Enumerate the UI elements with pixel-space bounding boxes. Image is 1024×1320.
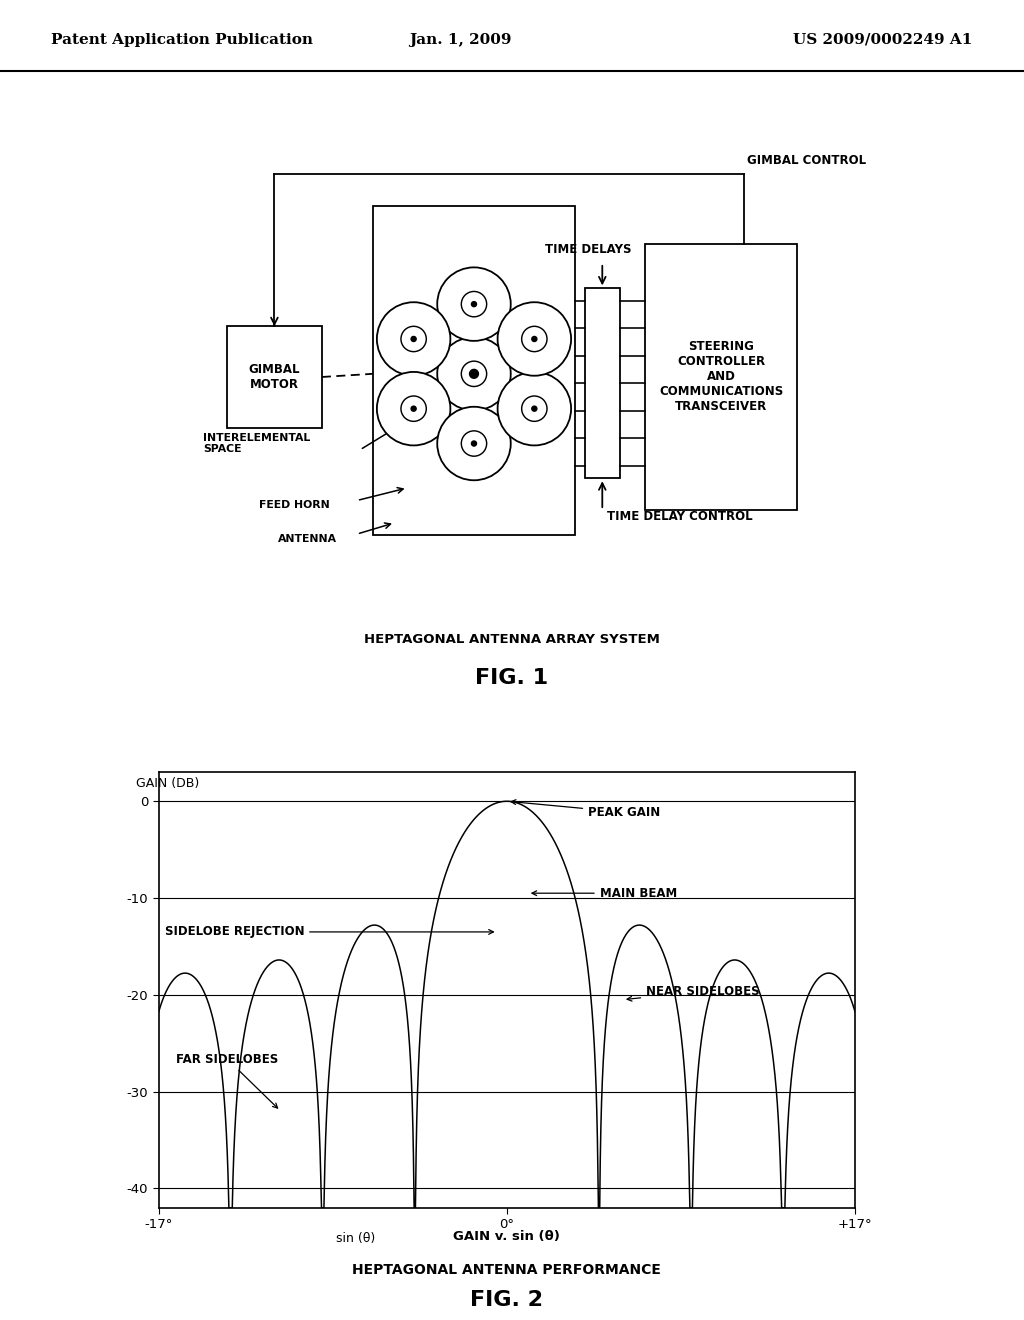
Text: PEAK GAIN: PEAK GAIN xyxy=(511,800,660,818)
Text: GIMBAL CONTROL: GIMBAL CONTROL xyxy=(748,153,866,166)
Circle shape xyxy=(377,302,451,376)
Text: FIG. 1: FIG. 1 xyxy=(475,668,549,688)
Text: NEAR SIDELOBES: NEAR SIDELOBES xyxy=(627,985,760,1001)
Text: Patent Application Publication: Patent Application Publication xyxy=(51,33,313,48)
Circle shape xyxy=(437,407,511,480)
Text: GAIN (DB): GAIN (DB) xyxy=(135,776,199,789)
Circle shape xyxy=(411,337,416,342)
Circle shape xyxy=(498,302,571,376)
Circle shape xyxy=(401,396,426,421)
Text: FAR SIDELOBES: FAR SIDELOBES xyxy=(176,1052,279,1107)
Text: TIME DELAY CONTROL: TIME DELAY CONTROL xyxy=(607,510,753,523)
Circle shape xyxy=(437,337,511,411)
Text: HEPTAGONAL ANTENNA ARRAY SYSTEM: HEPTAGONAL ANTENNA ARRAY SYSTEM xyxy=(365,634,659,647)
Text: MAIN BEAM: MAIN BEAM xyxy=(531,887,677,900)
Text: GAIN v. sin (θ): GAIN v. sin (θ) xyxy=(454,1230,560,1243)
Text: FIG. 2: FIG. 2 xyxy=(470,1290,544,1311)
Circle shape xyxy=(471,441,476,446)
Bar xyxy=(373,206,575,536)
Text: Jan. 1, 2009: Jan. 1, 2009 xyxy=(410,33,512,48)
Circle shape xyxy=(461,362,486,387)
Circle shape xyxy=(461,430,486,457)
Circle shape xyxy=(521,326,547,351)
Circle shape xyxy=(521,396,547,421)
Circle shape xyxy=(531,407,537,412)
Text: TIME DELAYS: TIME DELAYS xyxy=(545,243,632,256)
Circle shape xyxy=(471,371,476,376)
Circle shape xyxy=(531,337,537,342)
Bar xyxy=(227,326,322,428)
Circle shape xyxy=(461,292,486,317)
Text: SIDELOBE REJECTION: SIDELOBE REJECTION xyxy=(165,925,494,939)
Bar xyxy=(645,244,797,510)
Circle shape xyxy=(437,268,511,341)
Circle shape xyxy=(377,372,451,445)
Circle shape xyxy=(471,301,476,306)
Text: HEPTAGONAL ANTENNA PERFORMANCE: HEPTAGONAL ANTENNA PERFORMANCE xyxy=(352,1263,662,1276)
Text: sin (θ): sin (θ) xyxy=(337,1232,376,1245)
Text: INTERELEMENTAL
SPACE: INTERELEMENTAL SPACE xyxy=(203,433,310,454)
Bar xyxy=(585,288,620,478)
Text: US 2009/0002249 A1: US 2009/0002249 A1 xyxy=(794,33,973,48)
Circle shape xyxy=(498,372,571,445)
Circle shape xyxy=(470,370,478,379)
Text: ANTENNA: ANTENNA xyxy=(278,533,337,544)
Text: STEERING
CONTROLLER
AND
COMMUNICATIONS
TRANSCEIVER: STEERING CONTROLLER AND COMMUNICATIONS T… xyxy=(659,341,783,413)
Text: GIMBAL
MOTOR: GIMBAL MOTOR xyxy=(249,363,300,391)
Circle shape xyxy=(411,407,416,412)
Text: FEED HORN: FEED HORN xyxy=(259,500,330,510)
Circle shape xyxy=(401,326,426,351)
